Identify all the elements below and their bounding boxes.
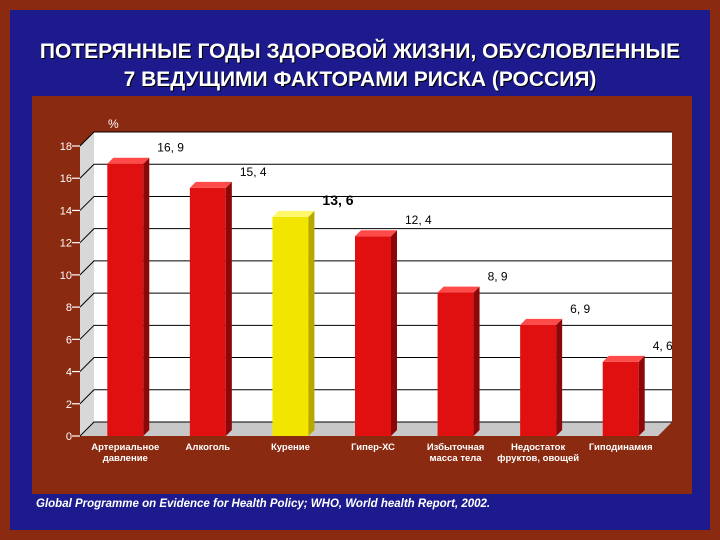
- x-category-label: Курение: [271, 442, 310, 453]
- x-category-label: давление: [103, 453, 148, 464]
- y-tick-label: 18: [60, 141, 72, 153]
- bar-value-label: 16, 9: [157, 141, 184, 155]
- y-tick-label: 4: [66, 367, 72, 379]
- y-tick-label: 14: [60, 205, 72, 217]
- y-tick-label: 12: [60, 238, 72, 250]
- y-tick-label: 0: [66, 431, 72, 443]
- bar: [437, 292, 474, 436]
- bar-side: [391, 230, 397, 436]
- bar-top: [189, 181, 232, 188]
- x-category-label: Недостаток: [511, 442, 565, 453]
- bar-side: [143, 157, 150, 436]
- y-axis-label: %: [108, 117, 119, 131]
- bar: [602, 361, 639, 436]
- gridline: [79, 195, 672, 211]
- y-tick-label: 10: [60, 270, 72, 282]
- chart-title: ПОТЕРЯННЫЕ ГОДЫ ЗДОРОВОЙ ЖИЗНИ, ОБУСЛОВЛ…: [10, 38, 710, 94]
- slide: ПОТЕРЯННЫЕ ГОДЫ ЗДОРОВОЙ ЖИЗНИ, ОБУСЛОВЛ…: [10, 10, 710, 530]
- y-tick-label: 2: [66, 399, 72, 411]
- gridline: [79, 131, 672, 147]
- bar: [107, 163, 144, 436]
- y-tick-label: 6: [66, 334, 72, 346]
- bar: [189, 187, 226, 436]
- bar-value-label: 6, 9: [570, 302, 590, 316]
- y-tick-label: 16: [60, 173, 72, 185]
- bar-value-label: 13, 6: [322, 192, 353, 208]
- gridline: [79, 163, 672, 179]
- bar-value-label: 12, 4: [405, 213, 432, 227]
- x-category-label: Гиподинамия: [589, 442, 653, 453]
- chart-side-wall: [80, 132, 94, 436]
- gridline: [79, 260, 672, 276]
- bar-top: [355, 230, 397, 237]
- bar-side: [556, 318, 563, 436]
- bar-side: [308, 210, 315, 436]
- source-note: Global Programme on Evidence for Health …: [36, 498, 491, 510]
- bar-side: [225, 181, 232, 436]
- y-tick-label: 8: [66, 302, 72, 314]
- bar-top: [520, 318, 563, 325]
- bar-value-label: 4, 6: [653, 339, 673, 353]
- x-category-label: фруктов, овощей: [497, 453, 579, 464]
- bar: [355, 236, 391, 436]
- bar-chart: 0 2 4 6 8 10 12 14 16 18% 16, 9 Артериальноедавлени…: [60, 117, 673, 464]
- bar-side: [638, 355, 645, 436]
- bar-side: [473, 286, 480, 436]
- x-category-label: Гипер-ХС: [351, 442, 395, 453]
- x-category-label: Артериальное: [91, 442, 159, 453]
- x-category-label: Алкоголь: [186, 442, 231, 453]
- bar: [520, 324, 557, 436]
- bar-top: [272, 210, 315, 217]
- bar-value-label: 8, 9: [488, 270, 508, 284]
- bar-value-label: 15, 4: [240, 165, 267, 179]
- gridline: [79, 228, 672, 244]
- bar: [272, 216, 309, 436]
- bar-top: [602, 355, 645, 362]
- x-category-label: масса тела: [430, 453, 483, 464]
- title-line-1: ПОТЕРЯННЫЕ ГОДЫ ЗДОРОВОЙ ЖИЗНИ, ОБУСЛОВЛ…: [39, 40, 681, 63]
- title-line-2: 7 ВЕДУЩИМИ ФАКТОРАМИ РИСКА (РОССИЯ): [123, 68, 597, 91]
- x-category-label: Избыточная: [427, 442, 484, 453]
- bar-top: [107, 157, 150, 164]
- bar-top: [437, 286, 480, 293]
- chart-panel: 0 2 4 6 8 10 12 14 16 18% 16, 9 Артериальное давлени…: [32, 96, 692, 494]
